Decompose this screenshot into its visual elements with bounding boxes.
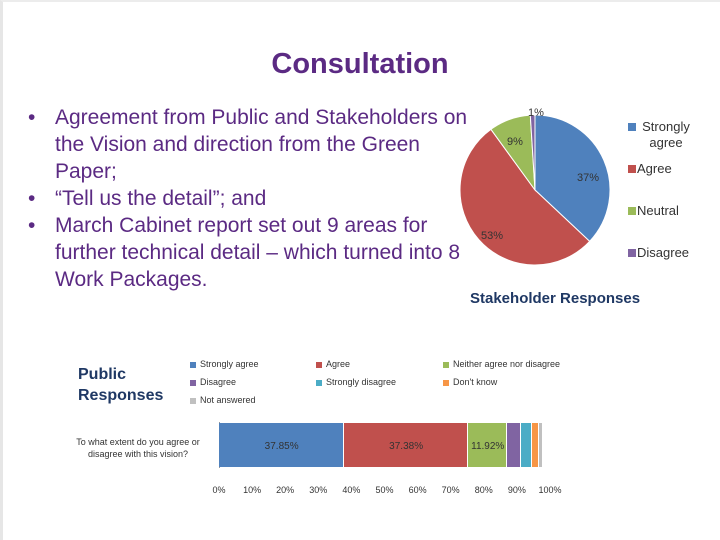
legend-swatch <box>190 397 196 404</box>
bullet-marker: • <box>28 214 36 237</box>
public-legend-item: Don't know <box>443 377 497 387</box>
x-tick-label: 90% <box>507 485 526 495</box>
bullet-text: “Tell us the detail”; and <box>55 187 267 210</box>
bar-data-label: 37.85% <box>264 441 299 452</box>
bullet-item: • “Tell us the detail”; and <box>28 185 468 212</box>
legend-swatch <box>443 361 449 368</box>
pie-slice-agree <box>459 128 591 266</box>
bar-category-label: To what extent do you agree or disagree … <box>76 437 200 459</box>
legend-label: Disagree <box>200 377 237 387</box>
pie-data-label: 53% <box>481 230 503 242</box>
legend-label: Agree <box>637 161 672 176</box>
legend-swatch <box>628 123 636 131</box>
legend-swatch <box>628 249 636 257</box>
legend-label: Disagree <box>637 245 690 260</box>
bullet-marker: • <box>28 187 36 210</box>
x-tick-label: 100% <box>538 485 562 495</box>
bar-segment-agree <box>344 423 468 467</box>
legend-swatch <box>190 361 196 368</box>
pie-slice-disagree <box>529 114 536 191</box>
stakeholder-chart-title: Stakeholder Responses <box>470 290 641 307</box>
legend-label: Strongly agree <box>200 359 259 369</box>
legend-label: Strongly agree <box>642 119 690 150</box>
legend-swatch <box>316 361 322 368</box>
legend-swatch <box>190 379 196 386</box>
legend-swatch <box>316 379 322 386</box>
public-legend-item: Strongly disagree <box>316 377 396 387</box>
bar-segment-not-answered <box>539 423 544 467</box>
x-tick-label: 80% <box>474 485 493 495</box>
bar-data-label: 37.38% <box>389 441 424 452</box>
legend-label: Neither agree nor disagree <box>453 359 561 369</box>
bar-segment-strongly-agree <box>219 423 345 467</box>
legend-label: Don't know <box>453 377 498 387</box>
legend-label: Agree <box>326 359 351 369</box>
legend-label: Neutral <box>637 203 679 218</box>
public-legend-item: Strongly agree <box>190 359 259 369</box>
bullet-text: Agreement from Public and Stakeholders o… <box>55 106 468 183</box>
pie-data-label: 9% <box>507 136 523 148</box>
bullet-item: • Agreement from Public and Stakeholders… <box>28 104 468 185</box>
legend-label: Strongly disagree <box>326 377 397 387</box>
public-legend-item: Neither agree nor disagree <box>443 359 560 369</box>
pie-data-label: 37% <box>577 172 599 184</box>
bar-segment-don-t-know <box>531 423 540 467</box>
bullet-text: March Cabinet report set out 9 areas for… <box>55 214 461 291</box>
bar-data-label: 11.92% <box>471 441 505 452</box>
x-tick-label: 50% <box>375 485 394 495</box>
public-legend-item: Disagree <box>190 377 236 387</box>
x-tick-label: 70% <box>441 485 460 495</box>
public-chart-title: Public Responses <box>78 366 164 404</box>
public-legend-item: Not answered <box>190 395 256 405</box>
public-legend-item: Agree <box>316 359 350 369</box>
pie-data-label: 1% <box>528 107 544 119</box>
legend-swatch <box>628 207 636 215</box>
x-tick-label: 30% <box>309 485 328 495</box>
bullet-item: • March Cabinet report set out 9 areas f… <box>28 212 468 293</box>
pie-slice-strongly-agree <box>534 114 611 243</box>
legend-swatch <box>443 379 449 386</box>
x-tick-label: 20% <box>276 485 295 495</box>
bullet-marker: • <box>28 106 36 129</box>
legend-swatch <box>628 165 636 173</box>
x-tick-label: 0% <box>212 485 226 495</box>
x-tick-label: 40% <box>342 485 361 495</box>
bar-segment-strongly-disagree <box>520 423 532 467</box>
stacked-bar <box>219 423 550 467</box>
bar-segment-neither-agree-nor-disagree <box>468 423 508 467</box>
legend-label: Not answered <box>200 395 256 405</box>
x-tick-label: 60% <box>408 485 427 495</box>
x-tick-label: 10% <box>243 485 262 495</box>
bullet-list: • Agreement from Public and Stakeholders… <box>28 104 468 293</box>
bar-segment-disagree <box>507 423 521 467</box>
slide-title: Consultation <box>271 48 449 80</box>
